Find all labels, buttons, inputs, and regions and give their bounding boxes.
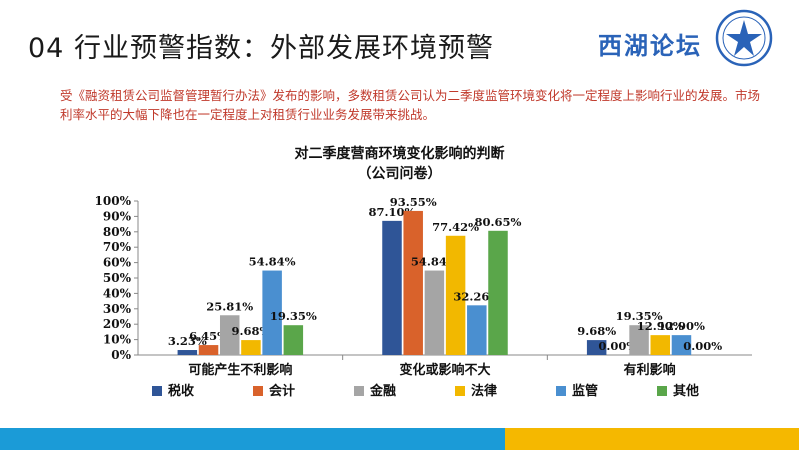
data-label: 0.00% [683, 339, 722, 353]
legend-label: 税收 [168, 383, 195, 399]
legend-swatch [556, 386, 566, 396]
data-label: 19.35% [616, 309, 663, 323]
data-label: 3.23% [168, 334, 207, 348]
footer-bar-right [505, 428, 799, 450]
data-label: 12.90% [658, 319, 705, 333]
x-category-label: 变化或影响不大 [399, 362, 490, 378]
forum-logo-icon [715, 9, 773, 67]
bar [177, 350, 198, 355]
y-tick-label: 30% [103, 302, 132, 316]
x-category-label: 有利影响 [624, 362, 676, 378]
bar [488, 230, 508, 355]
y-tick-label: 20% [103, 317, 132, 331]
x-category-label: 可能产生不利影响 [188, 362, 292, 378]
legend-label: 监管 [572, 383, 598, 399]
bar [671, 335, 692, 355]
data-label: 19.35% [270, 309, 317, 323]
bar [219, 315, 240, 355]
legend-swatch [455, 386, 465, 396]
bar [403, 210, 423, 355]
bar [424, 270, 445, 355]
bar [262, 270, 282, 355]
slide-title: 04 行业预警指数：外部发展环境预警 [28, 33, 494, 64]
y-tick-label: 10% [103, 333, 132, 347]
bar [650, 335, 671, 355]
legend-swatch [253, 386, 263, 396]
data-label: 12.90% [637, 319, 684, 333]
data-label: 0.00% [598, 339, 637, 353]
footer-bar-left [0, 428, 505, 450]
y-tick-label: 40% [103, 286, 132, 300]
y-tick-label: 80% [103, 225, 132, 239]
bar [283, 325, 304, 355]
legend-label: 其他 [673, 383, 699, 399]
y-tick-label: 50% [103, 271, 132, 285]
brand-name: 西湖论坛 [598, 31, 702, 60]
chart-subtitle: （公司问卷） [357, 166, 442, 182]
legend-label: 法律 [471, 383, 497, 399]
intro-paragraph: 受《融资租赁公司监督管理暂行办法》发布的影响，多数租赁公司认为二季度监管环境变化… [60, 88, 761, 122]
legend-label: 金融 [369, 383, 396, 399]
data-label: 25.81% [206, 299, 253, 313]
bar [198, 345, 219, 355]
data-label: 77.42% [432, 220, 479, 234]
data-label: 80.65% [475, 215, 522, 229]
y-tick-label: 70% [103, 240, 132, 254]
legend-swatch [152, 386, 162, 396]
legend-swatch [657, 386, 667, 396]
bar [382, 220, 402, 355]
bar [241, 340, 261, 355]
y-tick-label: 60% [103, 256, 132, 270]
bar [629, 325, 649, 355]
data-label: 6.45% [189, 329, 228, 343]
legend-label: 会计 [269, 383, 295, 399]
y-tick-label: 90% [103, 209, 132, 223]
bar [467, 305, 487, 355]
bar [586, 340, 607, 355]
y-tick-label: 0% [111, 348, 131, 362]
data-label: 54.84% [249, 255, 296, 269]
chart-title: 对二季度营商环境变化影响的判断 [294, 146, 505, 162]
data-label: 9.68% [577, 324, 616, 338]
data-label: 93.55% [390, 195, 437, 209]
data-label: 9.68% [231, 324, 270, 338]
y-tick-label: 100% [95, 194, 132, 208]
legend-swatch [354, 386, 364, 396]
bar [445, 235, 466, 355]
